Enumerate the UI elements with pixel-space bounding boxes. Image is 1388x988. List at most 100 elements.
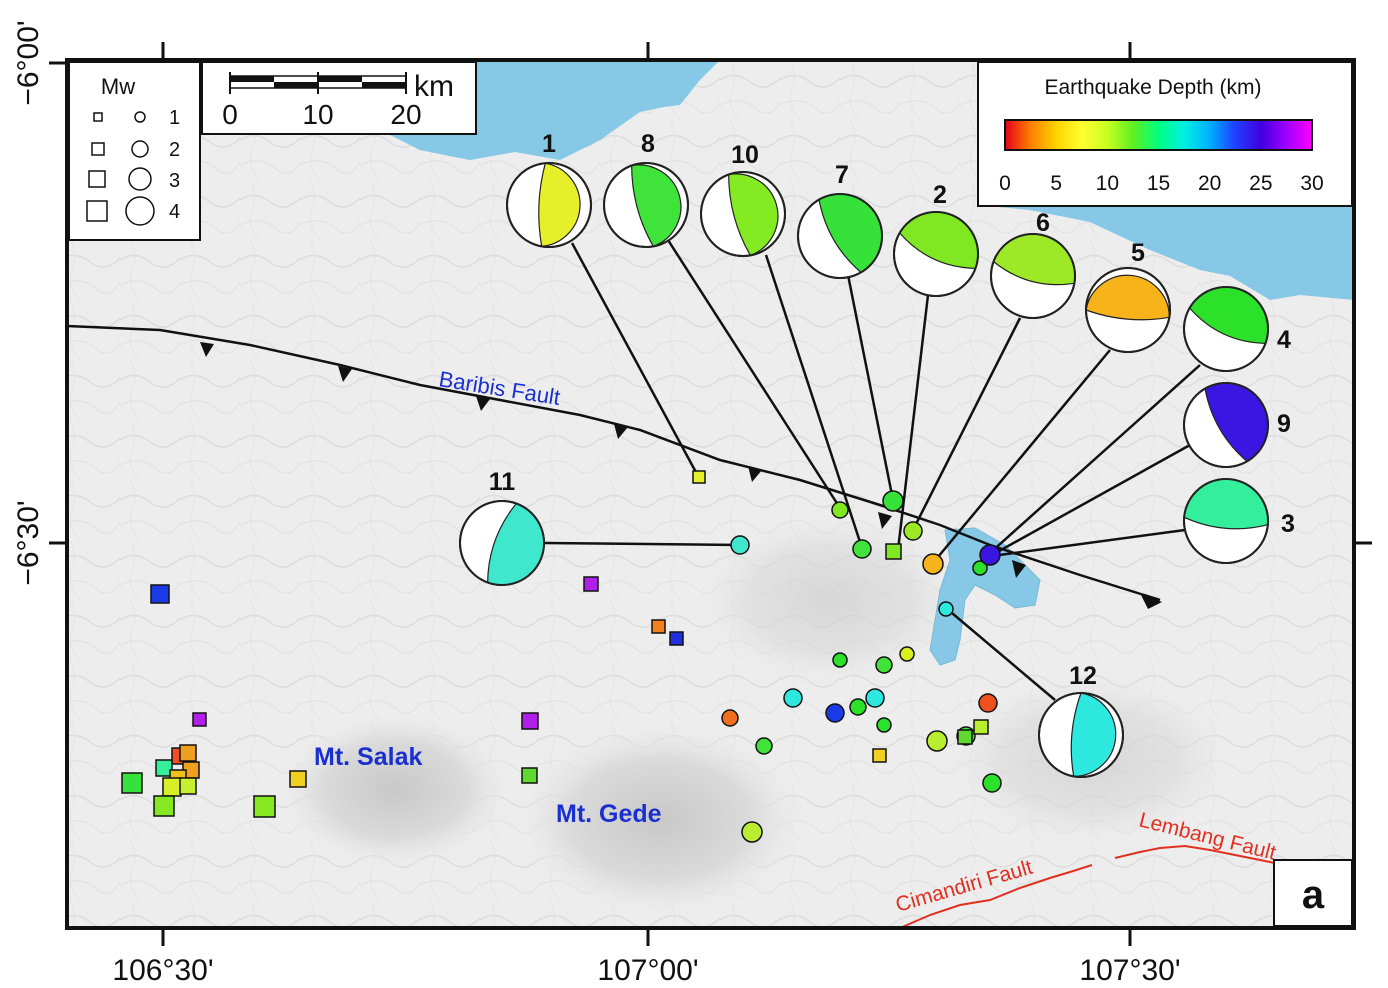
epicenter — [876, 717, 892, 733]
axis-ticks — [49, 42, 1372, 946]
beachball-3: 3 — [1183, 478, 1295, 564]
mw-square-4 — [86, 200, 108, 222]
beachball-8: 8 — [603, 130, 689, 248]
beachball-outline — [506, 162, 592, 248]
depth-tick-label: 20 — [1198, 172, 1221, 195]
beachball-label: 8 — [641, 130, 655, 158]
epicenter-square — [669, 631, 684, 646]
scale-bar: km 0 10 20 — [201, 61, 477, 135]
beachball-9: 9 — [1183, 382, 1291, 468]
epicenter-square — [192, 712, 207, 727]
epicenter — [972, 560, 988, 576]
epicenter-square — [179, 744, 197, 762]
beachball-label: 1 — [542, 130, 556, 158]
depth-tick-label: 25 — [1249, 172, 1272, 195]
scale-label: 10 — [302, 99, 333, 130]
beachball-label: 10 — [731, 141, 759, 169]
beachball-label: 12 — [1069, 662, 1097, 690]
epicenter — [832, 652, 848, 668]
beachball-label: 2 — [933, 181, 947, 209]
beachball-11: 11 — [459, 468, 545, 586]
epicenter-square — [179, 777, 197, 795]
epicenter — [903, 521, 923, 541]
epicenter — [831, 501, 849, 519]
beachball-compression — [1070, 692, 1117, 777]
epicenter-square — [973, 719, 989, 735]
epicenter — [730, 535, 750, 555]
beachball-label: 7 — [835, 161, 849, 189]
scale-unit: km — [414, 70, 454, 103]
beachball-label: 6 — [1036, 209, 1050, 237]
mw-value: 3 — [169, 170, 180, 192]
epicenter — [899, 646, 915, 662]
epicenter-square — [521, 712, 539, 730]
beachball-2: 2 — [893, 181, 979, 297]
epicenter-square — [162, 777, 182, 797]
y-tick-label: −6°00' — [12, 20, 45, 105]
epicenter — [982, 773, 1002, 793]
depth-tick-label: 10 — [1096, 172, 1119, 195]
epicenter — [865, 688, 885, 708]
beachball-label: 9 — [1277, 410, 1291, 438]
scale-label: 20 — [390, 99, 421, 130]
mw-circle-2 — [131, 140, 149, 158]
beachball-compression — [538, 162, 581, 248]
beachball-outline — [1085, 267, 1171, 353]
depth-legend: Earthquake Depth (km) 0 5 10 15 20 25 30 — [977, 61, 1353, 207]
y-tick-label: −6°30' — [12, 500, 45, 585]
beachball-compression — [1085, 274, 1170, 321]
mw-circle-1 — [134, 111, 146, 123]
thrust-teeth — [200, 342, 1162, 609]
beachball-10: 10 — [700, 141, 786, 257]
hills-relief — [690, 510, 970, 690]
mw-value: 2 — [169, 139, 180, 161]
epicenter-square — [583, 576, 599, 592]
epicenter — [882, 490, 904, 512]
beachball-outline — [459, 500, 545, 586]
beachball-12: 12 — [1038, 662, 1124, 778]
baribis-fault-line — [67, 324, 1161, 602]
beachball-outline — [1183, 382, 1269, 468]
beachball-outline — [1183, 286, 1269, 372]
depth-tick-label: 0 — [999, 172, 1011, 195]
mt-gede-label: Mt. Gede — [556, 800, 662, 828]
mt-salak-relief — [275, 710, 515, 870]
depth-tick-label: 30 — [1300, 172, 1323, 195]
depth-tick-label: 15 — [1147, 172, 1170, 195]
beachball-4: 4 — [1183, 286, 1291, 372]
mw-square-3 — [88, 170, 106, 188]
epicenter — [926, 730, 948, 752]
beachball-label: 3 — [1281, 510, 1295, 538]
lembang-fault-line — [1114, 844, 1301, 871]
scale-label: 0 — [222, 99, 238, 130]
beachball-outline — [797, 193, 883, 279]
epicenter — [922, 553, 944, 575]
beachball-compression — [728, 173, 779, 257]
epicenter-square — [253, 795, 276, 818]
x-tick-label: 107°00' — [597, 954, 698, 987]
beachball-outline — [990, 233, 1076, 319]
epicenter-square — [521, 767, 538, 784]
mw-square-2 — [91, 142, 105, 156]
beachball-label: 4 — [1277, 326, 1291, 354]
map-frame — [65, 58, 1356, 930]
connector-lines — [544, 239, 1201, 701]
magnitude-legend: Mw 1 2 3 4 — [68, 61, 201, 241]
x-tick-label: 106°30' — [112, 954, 213, 987]
mw-value: 1 — [169, 107, 180, 129]
beachball-outline — [1183, 478, 1269, 564]
mw-value: 4 — [169, 201, 180, 223]
mt-gede-relief — [510, 720, 810, 920]
epicenter-square — [150, 584, 170, 604]
epicenter — [938, 601, 954, 617]
epicenter-square — [885, 543, 902, 560]
epicenter-square — [957, 729, 973, 745]
beachball-outline — [893, 211, 979, 297]
epicenters-circles — [721, 490, 1002, 843]
beachball-7: 7 — [797, 161, 883, 279]
epicenter — [875, 656, 893, 674]
beachball-label: 5 — [1131, 239, 1145, 267]
cimandiri-fault-line — [899, 864, 1093, 928]
epicenter-square — [153, 795, 175, 817]
